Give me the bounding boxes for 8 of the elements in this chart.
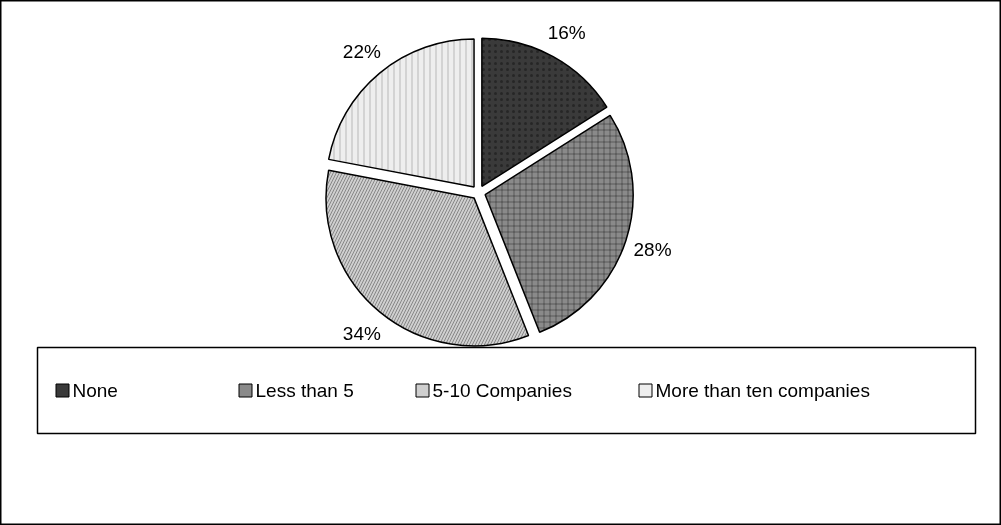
data-label: 34% [342, 323, 381, 344]
legend-label: More than ten companies [655, 380, 870, 401]
data-label: 22% [342, 41, 381, 62]
legend-label: 5-10 Companies [432, 380, 572, 401]
data-label: 28% [633, 238, 672, 260]
legend-label: None [72, 380, 118, 401]
legend-label: Less than 5 [255, 380, 354, 401]
data-label: 16% [547, 21, 586, 43]
